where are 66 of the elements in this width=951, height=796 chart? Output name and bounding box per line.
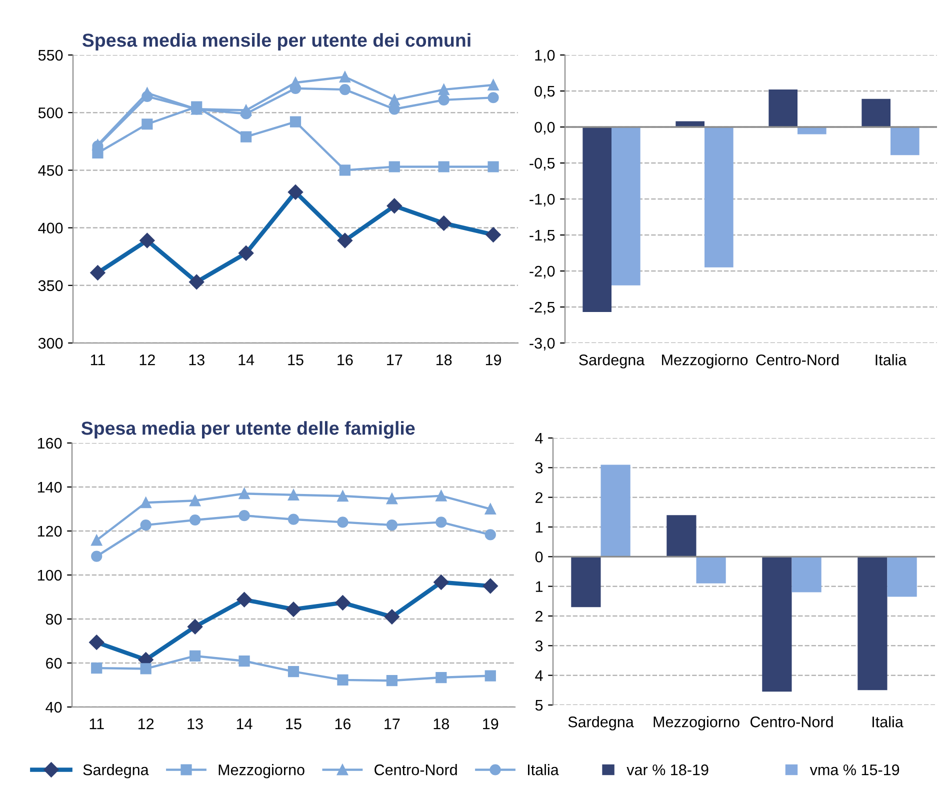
y-tick-label: 1,0 <box>535 50 555 62</box>
x-tick-label: 17 <box>384 718 400 730</box>
y-tick-label: 0,5 <box>534 86 555 98</box>
y-tick-label: 2 <box>536 610 543 622</box>
legend-label: Sardegna <box>83 764 149 778</box>
x-tick-label: 16 <box>335 718 351 730</box>
legend-label: Mezzogiorno <box>218 764 304 778</box>
x-tick-label: 17 <box>387 354 402 366</box>
chart-title: Spesa media mensile per utente dei comuni <box>82 33 470 51</box>
y-tick-label: -1,5 <box>530 230 555 242</box>
x-tick-label: 16 <box>338 354 353 366</box>
legend-label: vma % 15-19 <box>810 764 900 776</box>
x-tick-label: 11 <box>90 718 104 730</box>
y-tick-label: 1 <box>536 522 543 533</box>
x-tick-label: 18 <box>436 354 452 366</box>
y-tick-label: 160 <box>38 438 62 449</box>
y-tick-label: 120 <box>38 526 62 537</box>
legend-label: var % 18-19 <box>626 764 708 776</box>
x-tick-label: Italia <box>872 716 904 728</box>
x-tick-label: Mezzogiorno <box>654 716 740 730</box>
y-tick-label: 1 <box>536 581 543 592</box>
y-tick-label: 500 <box>38 107 63 118</box>
y-tick-label: -2,0 <box>530 266 555 278</box>
x-tick-label: Mezzogiorno <box>662 354 748 368</box>
x-tick-label: 12 <box>138 718 154 730</box>
x-tick-label: 15 <box>288 354 304 366</box>
x-tick-label: 13 <box>189 354 204 366</box>
y-tick-label: 4 <box>535 670 543 681</box>
y-tick-label: -2,5 <box>530 302 555 314</box>
x-tick-label: 18 <box>434 718 449 730</box>
y-tick-label: 300 <box>38 338 63 349</box>
y-tick-label: 60 <box>46 658 62 669</box>
x-tick-label: Sardegna <box>579 354 645 368</box>
y-tick-label: 350 <box>38 280 63 292</box>
x-tick-label: 19 <box>486 354 502 366</box>
y-tick-label: -0,5 <box>530 158 555 170</box>
legend-label: Italia <box>528 764 559 776</box>
x-tick-label: 13 <box>188 718 203 730</box>
y-tick-label: -1,0 <box>530 194 555 206</box>
y-tick-label: 3 <box>535 462 543 474</box>
x-tick-label: 12 <box>140 354 155 366</box>
y-tick-label: 40 <box>46 702 62 713</box>
x-tick-label: 19 <box>483 718 498 730</box>
y-tick-label: 3 <box>535 640 543 652</box>
x-tick-label: 11 <box>90 354 105 366</box>
y-tick-label: 0,0 <box>534 122 555 134</box>
x-tick-label: 14 <box>236 718 252 730</box>
y-tick-label: 100 <box>38 570 62 581</box>
x-tick-label: Sardegna <box>568 716 634 730</box>
x-tick-label: Italia <box>876 354 907 366</box>
legend-label: Centro-Nord <box>374 764 457 776</box>
y-tick-label: 4 <box>535 433 543 444</box>
y-tick-label: 550 <box>38 50 63 61</box>
x-tick-label: Centro-Nord <box>756 354 839 366</box>
y-tick-label: 140 <box>38 482 62 493</box>
y-tick-label: 5 <box>535 700 543 711</box>
y-tick-label: 80 <box>46 614 62 625</box>
chart-title: Spesa media per utente delle famiglie <box>81 421 415 439</box>
y-tick-label: 400 <box>38 222 63 234</box>
y-tick-label: -3,0 <box>530 338 555 350</box>
y-tick-label: 450 <box>38 165 63 176</box>
x-tick-label: 14 <box>238 354 254 366</box>
y-tick-label: 0 <box>535 552 543 562</box>
x-tick-label: Centro-Nord <box>750 716 833 728</box>
x-tick-label: 15 <box>286 718 302 730</box>
y-tick-label: 2 <box>536 492 543 503</box>
